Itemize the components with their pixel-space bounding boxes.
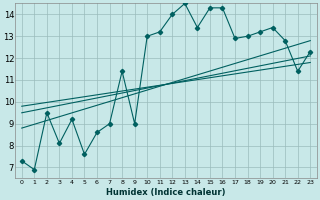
- X-axis label: Humidex (Indice chaleur): Humidex (Indice chaleur): [106, 188, 226, 197]
